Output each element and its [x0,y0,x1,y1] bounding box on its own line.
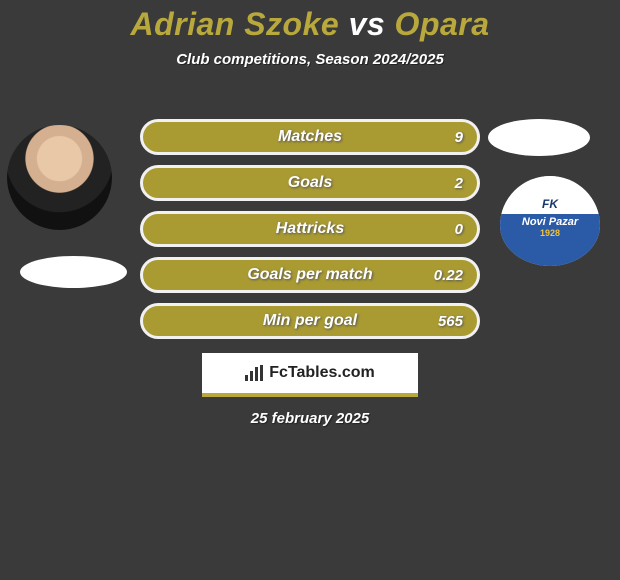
player2-top-ellipse [488,119,590,156]
stat-value: 0.22 [434,267,463,284]
subtitle: Club competitions, Season 2024/2025 [0,51,620,68]
stat-value: 565 [438,313,463,330]
crest-bottom: Novi Pazar 1928 [500,214,600,266]
brand-text: FcTables.com [269,364,375,382]
player1-avatar [7,125,112,230]
stat-label: Hattricks [276,220,344,238]
stat-bars: Matches 9 Goals 2 Hattricks 0 Goals per … [140,119,480,349]
date-label: 25 february 2025 [0,410,620,427]
brand-chart-icon [245,365,263,381]
crest-year: 1928 [540,228,560,238]
stat-value: 0 [455,221,463,238]
stat-row-min-per-goal: Min per goal 565 [140,303,480,339]
stat-label: Goals [288,174,332,192]
brand-box: FcTables.com [202,353,418,397]
player1-name: Adrian Szoke [130,6,339,42]
stat-value: 9 [455,129,463,146]
stat-label: Matches [278,128,342,146]
stat-label: Min per goal [263,312,357,330]
stats-card: Adrian Szoke vs Opara Club competitions,… [0,0,620,440]
stat-row-hattricks: Hattricks 0 [140,211,480,247]
stat-row-goals: Goals 2 [140,165,480,201]
player2-club-crest: FK Novi Pazar 1928 [500,176,600,266]
vs-label: vs [349,6,386,42]
page-title: Adrian Szoke vs Opara [0,0,620,43]
stat-label: Goals per match [247,266,372,284]
stat-row-goals-per-match: Goals per match 0.22 [140,257,480,293]
crest-top-label: FK [500,176,600,214]
stat-value: 2 [455,175,463,192]
crest-club-name: Novi Pazar [522,216,578,228]
stat-row-matches: Matches 9 [140,119,480,155]
player2-name: Opara [395,6,490,42]
player1-base-ellipse [20,256,127,288]
